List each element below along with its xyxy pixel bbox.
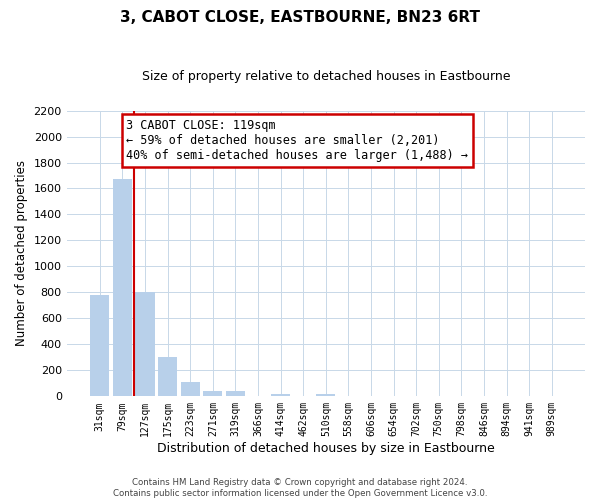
Bar: [113, 180, 132, 396]
Text: 3, CABOT CLOSE, EASTBOURNE, BN23 6RT: 3, CABOT CLOSE, EASTBOURNE, BN23 6RT: [120, 10, 480, 25]
Title: Size of property relative to detached houses in Eastbourne: Size of property relative to detached ho…: [142, 70, 510, 83]
Text: Contains HM Land Registry data © Crown copyright and database right 2024.
Contai: Contains HM Land Registry data © Crown c…: [113, 478, 487, 498]
Bar: [316, 394, 335, 396]
Bar: [226, 392, 245, 396]
Bar: [203, 392, 223, 396]
Bar: [181, 382, 200, 396]
Bar: [90, 295, 109, 396]
Bar: [158, 358, 177, 397]
Bar: [136, 292, 155, 397]
Bar: [271, 394, 290, 396]
Text: 3 CABOT CLOSE: 119sqm
← 59% of detached houses are smaller (2,201)
40% of semi-d: 3 CABOT CLOSE: 119sqm ← 59% of detached …: [126, 119, 468, 162]
X-axis label: Distribution of detached houses by size in Eastbourne: Distribution of detached houses by size …: [157, 442, 495, 455]
Y-axis label: Number of detached properties: Number of detached properties: [15, 160, 28, 346]
